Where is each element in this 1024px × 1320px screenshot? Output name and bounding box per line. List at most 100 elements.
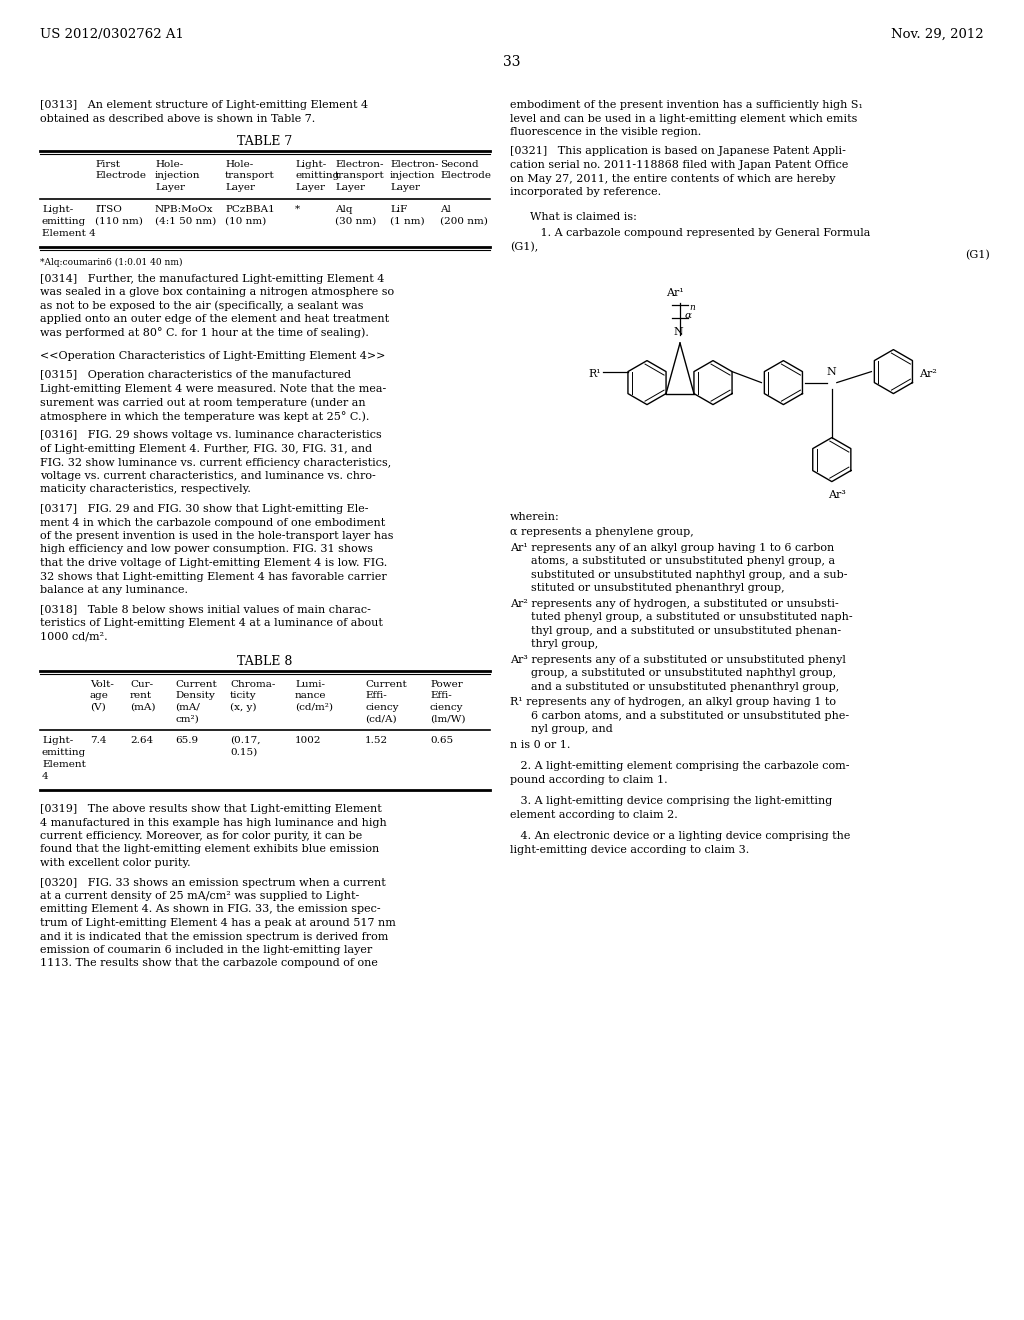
Text: TABLE 8: TABLE 8 [238,655,293,668]
Text: Chroma-: Chroma- [230,680,275,689]
Text: Layer: Layer [390,183,420,191]
Text: fluorescence in the visible region.: fluorescence in the visible region. [510,127,701,137]
Text: (200 nm): (200 nm) [440,216,487,226]
Text: 0.15): 0.15) [230,748,257,756]
Text: Ar³ represents any of a substituted or unsubstituted phenyl: Ar³ represents any of a substituted or u… [510,655,846,664]
Text: R¹ represents any of hydrogen, an alkyl group having 1 to: R¹ represents any of hydrogen, an alkyl … [510,697,836,708]
Text: (110 nm): (110 nm) [95,216,143,226]
Text: Second: Second [440,160,478,169]
Text: was sealed in a glove box containing a nitrogen atmosphere so: was sealed in a glove box containing a n… [40,286,394,297]
Text: Density: Density [175,692,215,701]
Text: with excellent color purity.: with excellent color purity. [40,858,190,869]
Text: was performed at 80° C. for 1 hour at the time of sealing).: was performed at 80° C. for 1 hour at th… [40,327,369,338]
Text: element according to claim 2.: element according to claim 2. [510,809,678,820]
Text: N: N [827,367,837,376]
Text: emitting: emitting [42,748,86,756]
Text: (G1): (G1) [966,249,990,260]
Text: PCzBBA1: PCzBBA1 [225,205,274,214]
Text: 6 carbon atoms, and a substituted or unsubstituted phe-: 6 carbon atoms, and a substituted or uns… [510,710,849,721]
Text: (cd/m²): (cd/m²) [295,704,333,711]
Text: at a current density of 25 mA/cm² was supplied to Light-: at a current density of 25 mA/cm² was su… [40,891,359,902]
Text: First: First [95,160,120,169]
Text: obtained as described above is shown in Table 7.: obtained as described above is shown in … [40,114,315,124]
Text: trum of Light-emitting Element 4 has a peak at around 517 nm: trum of Light-emitting Element 4 has a p… [40,917,396,928]
Text: Volt-: Volt- [90,680,114,689]
Text: as not to be exposed to the air (specifically, a sealant was: as not to be exposed to the air (specifi… [40,301,364,312]
Text: on May 27, 2011, the entire contents of which are hereby: on May 27, 2011, the entire contents of … [510,173,836,183]
Text: transport: transport [335,172,385,181]
Text: TABLE 7: TABLE 7 [238,135,293,148]
Text: α represents a phenylene group,: α represents a phenylene group, [510,527,693,537]
Text: voltage vs. current characteristics, and luminance vs. chro-: voltage vs. current characteristics, and… [40,471,376,480]
Text: Layer: Layer [295,183,325,191]
Text: [0321]   This application is based on Japanese Patent Appli-: [0321] This application is based on Japa… [510,147,846,157]
Text: ciency: ciency [365,704,398,711]
Text: Current: Current [175,680,217,689]
Text: 65.9: 65.9 [175,737,198,744]
Text: Hole-: Hole- [225,160,253,169]
Text: *: * [295,205,300,214]
Text: Layer: Layer [155,183,185,191]
Text: cation serial no. 2011-118868 filed with Japan Patent Office: cation serial no. 2011-118868 filed with… [510,160,848,170]
Text: ticity: ticity [230,692,257,701]
Text: 4. An electronic device or a lighting device comprising the: 4. An electronic device or a lighting de… [510,832,850,841]
Text: (0.17,: (0.17, [230,737,260,744]
Text: emission of coumarin 6 included in the light-emitting layer: emission of coumarin 6 included in the l… [40,945,373,954]
Text: nyl group, and: nyl group, and [510,725,612,734]
Text: LiF: LiF [390,205,408,214]
Text: Hole-: Hole- [155,160,183,169]
Text: *Alq:coumarin6 (1:0.01 40 nm): *Alq:coumarin6 (1:0.01 40 nm) [40,257,182,267]
Text: thyl group, and a substituted or unsubstituted phenan-: thyl group, and a substituted or unsubst… [510,626,841,636]
Text: current efficiency. Moreover, as for color purity, it can be: current efficiency. Moreover, as for col… [40,832,362,841]
Text: Ar²: Ar² [920,368,937,379]
Text: thryl group,: thryl group, [510,639,598,649]
Text: Electrode: Electrode [95,172,146,181]
Text: 0.65: 0.65 [430,737,454,744]
Text: Ar³: Ar³ [827,490,846,499]
Text: [0316]   FIG. 29 shows voltage vs. luminance characteristics: [0316] FIG. 29 shows voltage vs. luminan… [40,430,382,441]
Text: that the drive voltage of Light-emitting Element 4 is low. FIG.: that the drive voltage of Light-emitting… [40,558,387,568]
Text: Ar¹ represents any of an alkyl group having 1 to 6 carbon: Ar¹ represents any of an alkyl group hav… [510,543,835,553]
Text: Light-: Light- [42,205,74,214]
Text: (mA/: (mA/ [175,704,200,711]
Text: transport: transport [225,172,274,181]
Text: NPB:MoOx: NPB:MoOx [155,205,213,214]
Text: US 2012/0302762 A1: US 2012/0302762 A1 [40,28,184,41]
Text: α: α [685,312,692,321]
Text: 7.4: 7.4 [90,737,106,744]
Text: of Light-emitting Element 4. Further, FIG. 30, FIG. 31, and: of Light-emitting Element 4. Further, FI… [40,444,372,454]
Text: 4: 4 [42,772,48,781]
Text: injection: injection [155,172,201,181]
Text: (mA): (mA) [130,704,156,711]
Text: Cur-: Cur- [130,680,154,689]
Text: [0315]   Operation characteristics of the manufactured: [0315] Operation characteristics of the … [40,371,351,380]
Text: Current: Current [365,680,407,689]
Text: (lm/W): (lm/W) [430,714,466,723]
Text: ment 4 in which the carbazole compound of one embodiment: ment 4 in which the carbazole compound o… [40,517,385,528]
Text: atoms, a substituted or unsubstituted phenyl group, a: atoms, a substituted or unsubstituted ph… [510,556,836,566]
Text: pound according to claim 1.: pound according to claim 1. [510,775,668,784]
Text: level and can be used in a light-emitting element which emits: level and can be used in a light-emittin… [510,114,857,124]
Text: Light-: Light- [295,160,327,169]
Text: n: n [689,302,694,312]
Text: Electron-: Electron- [335,160,384,169]
Text: n is 0 or 1.: n is 0 or 1. [510,739,570,750]
Text: 32 shows that Light-emitting Element 4 has favorable carrier: 32 shows that Light-emitting Element 4 h… [40,572,387,582]
Text: [0314]   Further, the manufactured Light-emitting Element 4: [0314] Further, the manufactured Light-e… [40,273,384,284]
Text: substituted or unsubstituted naphthyl group, and a sub-: substituted or unsubstituted naphthyl gr… [510,570,848,579]
Text: FIG. 32 show luminance vs. current efficiency characteristics,: FIG. 32 show luminance vs. current effic… [40,458,391,467]
Text: Alq: Alq [335,205,352,214]
Text: Layer: Layer [225,183,255,191]
Text: R¹: R¹ [589,368,601,379]
Text: 2. A light-emitting element comprising the carbazole com-: 2. A light-emitting element comprising t… [510,762,850,771]
Text: age: age [90,692,109,701]
Text: and a substituted or unsubstituted phenanthryl group,: and a substituted or unsubstituted phena… [510,681,840,692]
Text: 4 manufactured in this example has high luminance and high: 4 manufactured in this example has high … [40,817,387,828]
Text: Lumi-: Lumi- [295,680,325,689]
Text: 1002: 1002 [295,737,322,744]
Text: Light-emitting Element 4 were measured. Note that the mea-: Light-emitting Element 4 were measured. … [40,384,386,393]
Text: atmosphere in which the temperature was kept at 25° C.).: atmosphere in which the temperature was … [40,411,370,422]
Text: (x, y): (x, y) [230,704,256,711]
Text: Power: Power [430,680,463,689]
Text: group, a substituted or unsubstituted naphthyl group,: group, a substituted or unsubstituted na… [510,668,837,678]
